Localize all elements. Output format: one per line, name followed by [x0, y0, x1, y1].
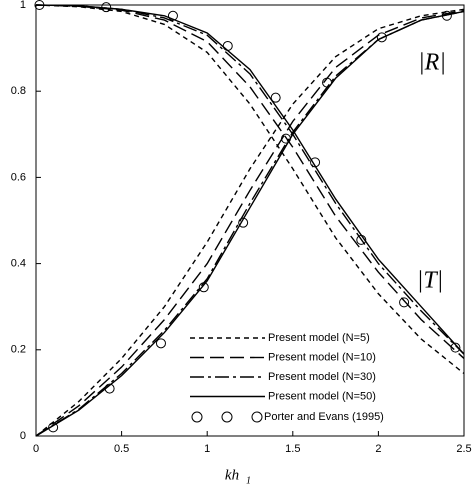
annotation: |R|: [418, 50, 446, 76]
legend-label: Present model (N=5): [268, 332, 370, 344]
reference-point: [399, 297, 410, 308]
x-tick-label: 1.5: [285, 443, 300, 455]
reference-point: [270, 92, 281, 103]
reference-point: [222, 40, 233, 51]
legend-label: Present model (N=50): [268, 390, 376, 402]
reference-point: [34, 0, 45, 10]
reference-point: [104, 383, 115, 394]
series-line: [35, 9, 465, 437]
plot-frame: [35, 4, 465, 437]
reference-point: [376, 32, 387, 43]
y-tick-label: 0.4: [11, 258, 26, 270]
annotation: |T|: [417, 268, 444, 294]
x-tick-label: 0.5: [114, 443, 129, 455]
y-tick-label: 0.8: [11, 85, 26, 97]
reference-point: [48, 422, 59, 433]
legend-swatch: [221, 411, 233, 423]
reference-point: [322, 77, 333, 88]
x-tick-label: 2.5: [456, 443, 471, 455]
series-line: [35, 10, 465, 437]
y-tick-label: 0: [20, 430, 26, 442]
series-line: [35, 4, 465, 375]
legend-swatch: [191, 411, 203, 423]
reference-point: [167, 10, 178, 21]
x-axis-label-subscript: 1: [246, 475, 251, 486]
reference-point: [450, 342, 461, 353]
x-tick-label: 1: [204, 443, 210, 455]
x-tick-label: 0: [33, 443, 39, 455]
reference-point: [441, 10, 452, 21]
y-tick-label: 1: [20, 0, 26, 11]
reference-point: [198, 282, 209, 293]
legend-swatch: [251, 411, 263, 423]
reference-point: [155, 338, 166, 349]
reference-point: [238, 217, 249, 228]
series-line: [35, 8, 465, 437]
reference-point: [310, 157, 321, 168]
legend-label: Present model (N=30): [268, 371, 376, 383]
y-tick-label: 0.2: [11, 344, 26, 356]
series-line: [35, 4, 465, 355]
legend-label: Present model (N=10): [268, 351, 376, 363]
x-tick-label: 2: [375, 443, 381, 455]
series-line: [35, 4, 465, 355]
series-line: [35, 4, 465, 359]
legend-label: Porter and Evans (1995): [264, 411, 384, 423]
reference-point: [356, 234, 367, 245]
reference-point: [101, 2, 112, 13]
series-line: [35, 10, 465, 437]
reference-point: [280, 133, 291, 144]
y-tick-label: 0.6: [11, 171, 26, 183]
x-axis-label: kh: [225, 467, 239, 483]
